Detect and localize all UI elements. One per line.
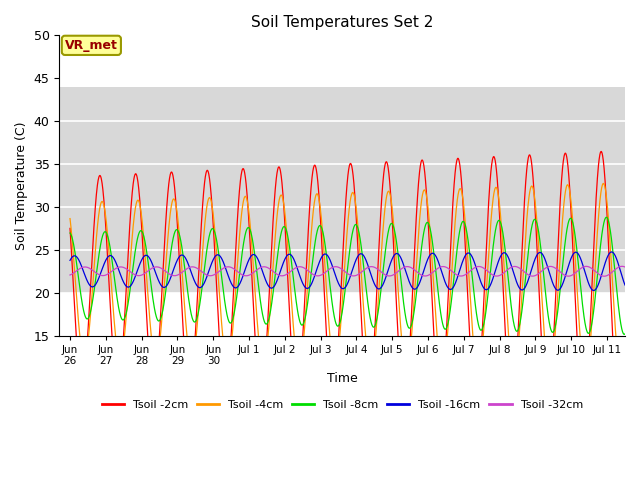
Tsoil -16cm	[431, 252, 438, 257]
Tsoil -4cm	[66, 216, 74, 221]
Tsoil -8cm	[66, 230, 74, 236]
Tsoil -16cm	[351, 261, 358, 266]
Tsoil -32cm	[413, 270, 421, 276]
Tsoil -32cm	[99, 273, 106, 278]
Tsoil -8cm	[602, 215, 609, 221]
Tsoil -4cm	[602, 190, 610, 195]
Bar	[60, 87, 625, 293]
Line: Tsoil -8cm: Tsoil -8cm	[70, 217, 625, 335]
Tsoil -2cm	[99, 184, 106, 190]
Title: Soil Temperatures Set 2: Soil Temperatures Set 2	[251, 15, 433, 30]
Tsoil -2cm	[431, 345, 438, 350]
Tsoil -16cm	[608, 249, 616, 255]
Tsoil -8cm	[602, 215, 610, 220]
Tsoil -32cm	[618, 264, 626, 269]
Tsoil -16cm	[413, 284, 421, 290]
Tsoil -32cm	[431, 268, 438, 274]
Legend: Tsoil -2cm, Tsoil -4cm, Tsoil -8cm, Tsoil -16cm, Tsoil -32cm: Tsoil -2cm, Tsoil -4cm, Tsoil -8cm, Tsoi…	[97, 395, 588, 414]
Tsoil -16cm	[66, 257, 74, 263]
Tsoil -2cm	[66, 226, 74, 231]
Tsoil -8cm	[621, 331, 629, 337]
Tsoil -4cm	[413, 244, 421, 250]
Tsoil -8cm	[536, 236, 543, 242]
Tsoil -4cm	[351, 194, 358, 200]
X-axis label: Time: Time	[327, 372, 358, 385]
Tsoil -4cm	[536, 260, 543, 266]
Tsoil -8cm	[413, 280, 421, 286]
Tsoil -16cm	[536, 250, 543, 255]
Tsoil -8cm	[351, 223, 358, 228]
Y-axis label: Soil Temperature (C): Soil Temperature (C)	[15, 121, 28, 250]
Tsoil -2cm	[536, 303, 543, 309]
Tsoil -32cm	[351, 273, 358, 279]
Tsoil -16cm	[590, 288, 598, 293]
Tsoil -8cm	[620, 332, 628, 337]
Tsoil -8cm	[431, 256, 438, 262]
Tsoil -2cm	[597, 149, 605, 155]
Tsoil -2cm	[413, 194, 421, 200]
Tsoil -16cm	[621, 282, 629, 288]
Tsoil -16cm	[602, 258, 610, 264]
Tsoil -4cm	[618, 374, 625, 380]
Tsoil -4cm	[600, 180, 607, 186]
Tsoil -16cm	[99, 265, 106, 271]
Line: Tsoil -4cm: Tsoil -4cm	[70, 183, 625, 377]
Tsoil -32cm	[602, 273, 610, 279]
Tsoil -32cm	[66, 272, 74, 278]
Tsoil -2cm	[621, 342, 629, 348]
Tsoil -4cm	[621, 354, 629, 360]
Tsoil -32cm	[621, 264, 629, 270]
Tsoil -4cm	[431, 295, 438, 301]
Tsoil -4cm	[99, 199, 106, 204]
Tsoil -32cm	[600, 273, 608, 279]
Tsoil -32cm	[536, 270, 543, 276]
Tsoil -2cm	[351, 189, 358, 195]
Tsoil -2cm	[615, 406, 623, 412]
Line: Tsoil -32cm: Tsoil -32cm	[70, 266, 625, 276]
Line: Tsoil -16cm: Tsoil -16cm	[70, 252, 625, 290]
Text: VR_met: VR_met	[65, 39, 118, 52]
Tsoil -8cm	[99, 233, 106, 239]
Tsoil -2cm	[602, 190, 610, 196]
Line: Tsoil -2cm: Tsoil -2cm	[70, 152, 625, 409]
